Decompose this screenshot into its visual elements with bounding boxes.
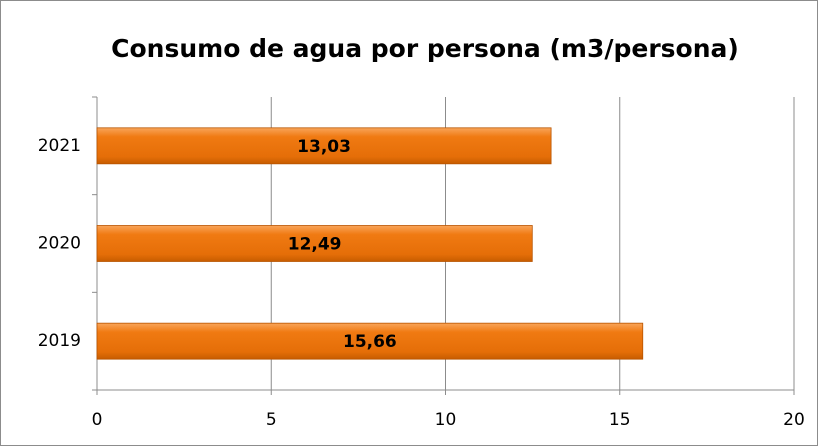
y-tick-label: 2020 [38, 234, 81, 254]
value-label: 13,03 [297, 137, 351, 157]
bar [96, 322, 644, 360]
x-tick-label: 10 [435, 410, 457, 430]
bar [96, 127, 552, 165]
y-tick-label: 2021 [38, 136, 81, 156]
x-tick-label: 15 [609, 410, 631, 430]
x-tick-label: 5 [266, 410, 277, 430]
x-tick-label: 0 [92, 410, 103, 430]
chart-title: Consumo de agua por persona (m3/persona) [111, 34, 739, 63]
value-label: 15,66 [343, 332, 397, 352]
y-tick-label: 2019 [38, 331, 81, 351]
bar [96, 225, 533, 262]
x-tick-label: 20 [783, 410, 805, 430]
value-label: 12,49 [288, 235, 342, 255]
